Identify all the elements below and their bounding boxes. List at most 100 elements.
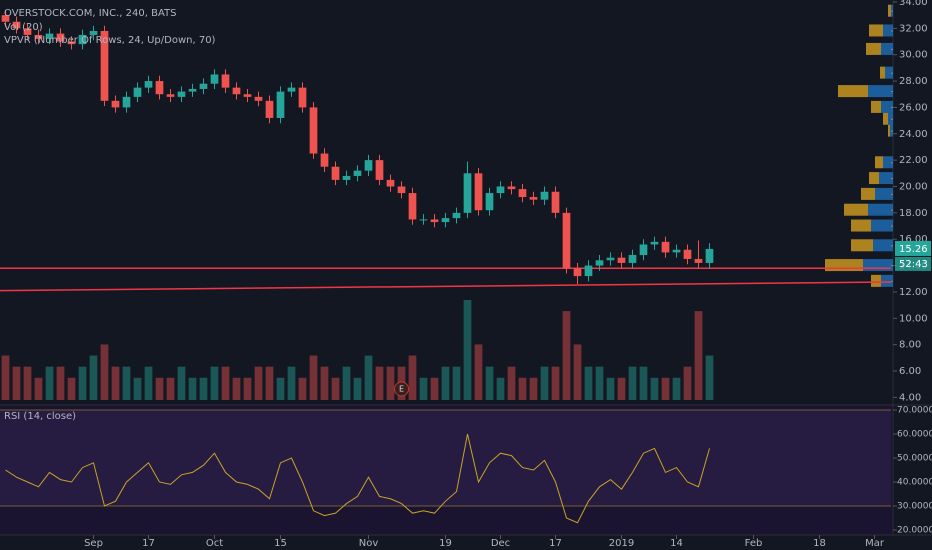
volume-bar bbox=[232, 377, 241, 400]
volume-bar bbox=[342, 366, 351, 400]
volume-bar bbox=[298, 377, 307, 400]
candle-body bbox=[386, 179, 395, 187]
volume-bar bbox=[540, 366, 549, 400]
profile-down bbox=[844, 203, 868, 216]
candle-body bbox=[639, 244, 648, 256]
price-tick-label: 28.00 bbox=[899, 76, 928, 87]
time-tick-label: Nov bbox=[359, 538, 379, 549]
volume-bar bbox=[595, 366, 604, 400]
volume-bar bbox=[672, 377, 681, 400]
candle-body bbox=[672, 249, 681, 253]
candle-body bbox=[232, 87, 241, 95]
volume-bar bbox=[485, 366, 494, 400]
candle-body bbox=[419, 219, 428, 221]
candle-body bbox=[166, 94, 175, 97]
time-tick-label: 17 bbox=[142, 538, 155, 549]
volume-bar bbox=[650, 377, 659, 400]
candle-body bbox=[342, 175, 351, 180]
profile-down bbox=[871, 274, 881, 287]
volume-bar bbox=[496, 377, 505, 400]
candle-body bbox=[100, 30, 109, 101]
rsi-band-fill bbox=[0, 410, 891, 506]
profile-down bbox=[838, 85, 868, 98]
profile-up bbox=[888, 112, 893, 125]
rsi-tick-label: 60.0000 bbox=[897, 430, 932, 440]
volume-bar bbox=[276, 377, 285, 400]
candle-body bbox=[78, 34, 87, 45]
time-tick-label: 2019 bbox=[609, 538, 634, 549]
time-tick-label: Dec bbox=[491, 538, 510, 549]
price-tick-label: 8.00 bbox=[899, 340, 921, 351]
candle-body bbox=[331, 166, 340, 180]
candle-body bbox=[254, 96, 263, 101]
candle-body bbox=[628, 255, 637, 263]
profile-title: VPVR (Number Of Rows, 24, Up/Down, 70) bbox=[4, 35, 216, 46]
candle-body bbox=[595, 260, 604, 266]
volume-bar bbox=[683, 366, 692, 400]
candle-body bbox=[474, 173, 483, 211]
candle-body bbox=[430, 219, 439, 223]
volume-bar bbox=[507, 366, 516, 400]
candle-body bbox=[606, 257, 615, 261]
volume-bar bbox=[287, 366, 296, 400]
volume-bar bbox=[45, 366, 54, 400]
volume-bar bbox=[441, 366, 450, 400]
volume-bar bbox=[67, 377, 76, 400]
volume-bar bbox=[210, 366, 219, 400]
candle-body bbox=[584, 265, 593, 277]
candle-body bbox=[551, 191, 560, 213]
candle-body bbox=[23, 28, 32, 35]
volume-bar bbox=[89, 355, 98, 400]
volume-bar bbox=[221, 366, 230, 400]
volume-bar bbox=[122, 366, 131, 400]
profile-up bbox=[885, 66, 893, 79]
candle-body bbox=[694, 258, 703, 263]
time-tick-label: Oct bbox=[206, 538, 223, 549]
candle-body bbox=[617, 257, 626, 263]
candle-body bbox=[364, 160, 373, 171]
time-tick-label: Sep bbox=[84, 538, 103, 549]
volume-bar bbox=[364, 355, 373, 400]
volume-bar bbox=[331, 377, 340, 400]
rsi-tick-label: 70.0000 bbox=[897, 406, 932, 416]
earnings-marker bbox=[394, 381, 409, 397]
volume-bar bbox=[452, 366, 461, 400]
volume-bar bbox=[155, 377, 164, 400]
candle-body bbox=[452, 212, 461, 219]
rsi-tick-label: 50.0000 bbox=[897, 454, 932, 464]
candle-body bbox=[287, 87, 296, 92]
candle-body bbox=[243, 94, 252, 97]
volume-bar bbox=[562, 311, 571, 400]
volume-bar bbox=[408, 355, 417, 400]
last-price-label: 15.26 bbox=[899, 244, 928, 255]
profile-up bbox=[868, 203, 893, 216]
time-tick-label: 18 bbox=[813, 538, 826, 549]
volume-bar bbox=[694, 311, 703, 400]
candle-body bbox=[177, 91, 186, 97]
volume-bar bbox=[199, 377, 208, 400]
volume-bar bbox=[320, 366, 329, 400]
candle-body bbox=[397, 186, 406, 194]
candle-body bbox=[375, 160, 384, 180]
candle-body bbox=[507, 186, 516, 190]
candle-body bbox=[89, 30, 98, 35]
candle-body bbox=[45, 33, 54, 39]
volume-bar bbox=[353, 377, 362, 400]
candle-body bbox=[155, 81, 164, 95]
volume-bar bbox=[188, 377, 197, 400]
rsi-pane bbox=[0, 405, 893, 535]
candle-body bbox=[12, 21, 21, 29]
volume-bar bbox=[705, 355, 714, 400]
candle-body bbox=[496, 186, 505, 194]
volume-bar bbox=[133, 377, 142, 400]
candle-body bbox=[650, 241, 659, 245]
volume-bar bbox=[551, 366, 560, 400]
volume-bar bbox=[177, 366, 186, 400]
rsi-tick-label: 30.0000 bbox=[897, 501, 932, 511]
rsi-tick-label: 20.0000 bbox=[897, 525, 932, 535]
price-tick-label: 24.00 bbox=[899, 129, 928, 140]
profile-up bbox=[871, 219, 893, 232]
candle-body bbox=[67, 41, 76, 45]
profile-up bbox=[883, 24, 893, 37]
